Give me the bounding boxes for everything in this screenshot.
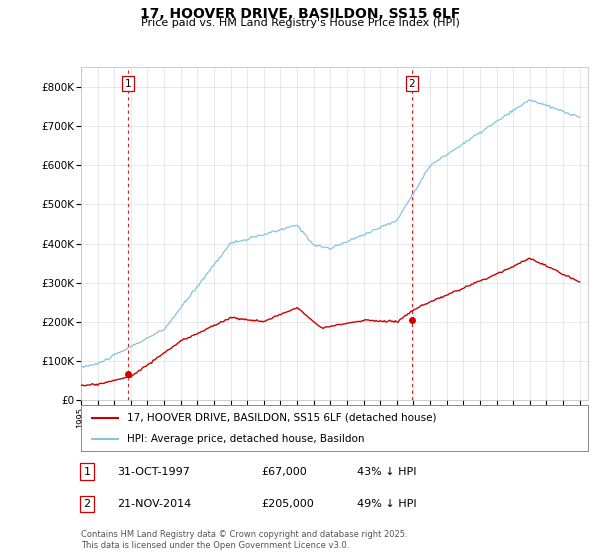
Text: 2: 2: [409, 79, 415, 89]
Text: This data is licensed under the Open Government Licence v3.0.: This data is licensed under the Open Gov…: [81, 541, 349, 550]
Point: [407, 316, 416, 325]
Text: Contains HM Land Registry data © Crown copyright and database right 2025.: Contains HM Land Registry data © Crown c…: [81, 530, 407, 539]
Text: 1: 1: [125, 79, 131, 89]
Text: Price paid vs. HM Land Registry's House Price Index (HPI): Price paid vs. HM Land Registry's House …: [140, 18, 460, 29]
Text: £205,000: £205,000: [261, 499, 314, 509]
Text: 49% ↓ HPI: 49% ↓ HPI: [357, 499, 416, 509]
Text: 43% ↓ HPI: 43% ↓ HPI: [357, 466, 416, 477]
Text: 21-NOV-2014: 21-NOV-2014: [117, 499, 191, 509]
Point: [123, 370, 133, 379]
Text: HPI: Average price, detached house, Basildon: HPI: Average price, detached house, Basi…: [127, 435, 364, 444]
Text: 17, HOOVER DRIVE, BASILDON, SS15 6LF: 17, HOOVER DRIVE, BASILDON, SS15 6LF: [140, 7, 460, 21]
Text: 17, HOOVER DRIVE, BASILDON, SS15 6LF (detached house): 17, HOOVER DRIVE, BASILDON, SS15 6LF (de…: [127, 413, 436, 423]
Text: 1: 1: [83, 466, 91, 477]
Text: £67,000: £67,000: [261, 466, 307, 477]
Text: 2: 2: [83, 499, 91, 509]
Text: 31-OCT-1997: 31-OCT-1997: [117, 466, 190, 477]
